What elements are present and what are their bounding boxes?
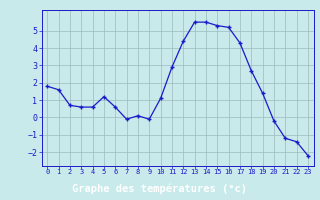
Text: Graphe des températures (°c): Graphe des températures (°c)	[73, 183, 247, 194]
